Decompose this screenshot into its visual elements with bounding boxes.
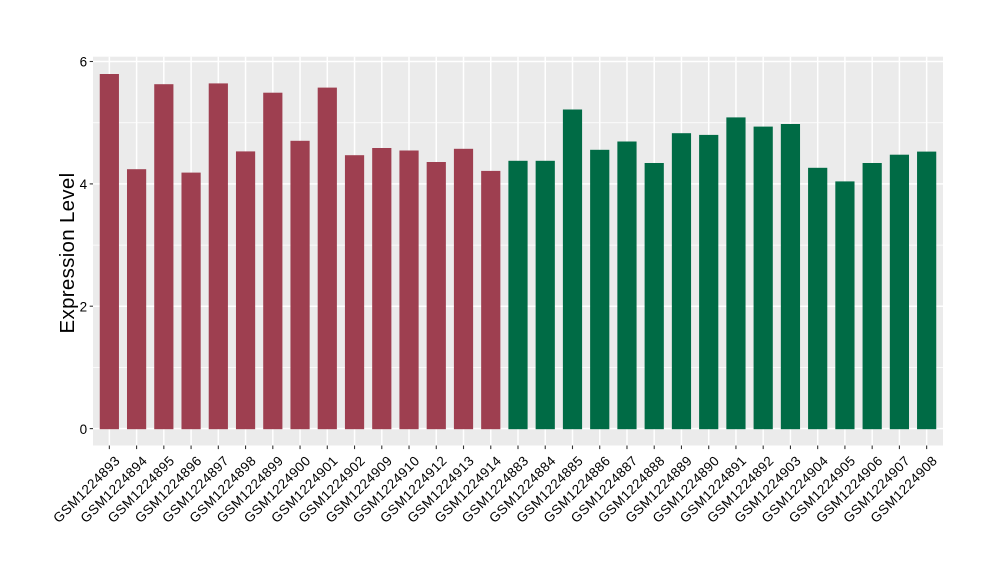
svg-text:0: 0	[80, 422, 88, 437]
svg-text:Expression Level: Expression Level	[56, 173, 79, 334]
svg-text:2: 2	[80, 299, 88, 314]
svg-text:6: 6	[80, 55, 88, 70]
svg-text:4: 4	[80, 177, 88, 192]
